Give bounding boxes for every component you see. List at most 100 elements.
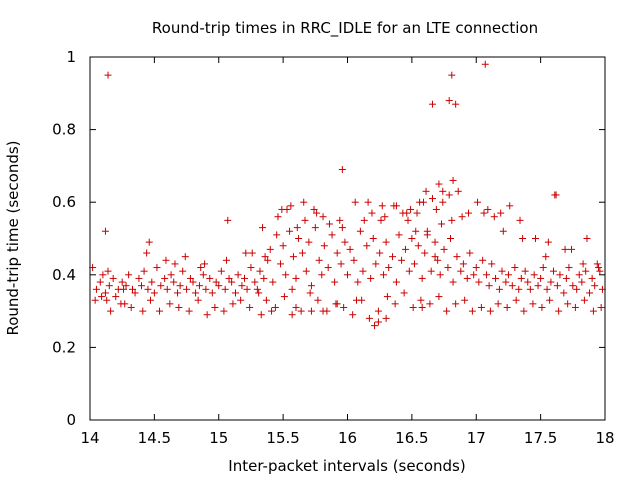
data-point-plus-marker <box>105 282 113 290</box>
data-point-plus-marker <box>369 235 377 242</box>
data-point-plus-marker <box>439 187 447 195</box>
data-point-plus-marker <box>266 245 274 253</box>
data-point-plus-marker <box>553 282 561 290</box>
data-point-plus-marker <box>318 271 326 279</box>
data-point-plus-marker <box>485 282 493 290</box>
data-point-plus-marker <box>121 300 129 308</box>
data-point-plus-marker <box>307 307 315 315</box>
data-point-plus-marker <box>150 289 158 297</box>
data-point-plus-marker <box>221 285 229 293</box>
data-point-plus-marker <box>295 235 303 242</box>
data-point-plus-marker <box>432 205 440 213</box>
data-point-plus-marker <box>170 278 178 286</box>
data-point-plus-marker <box>445 97 453 105</box>
data-point-plus-marker <box>354 278 362 286</box>
data-point-plus-marker <box>418 274 426 282</box>
data-point-plus-marker <box>161 274 169 282</box>
data-point-plus-marker <box>526 285 534 293</box>
data-point-plus-marker <box>588 274 596 282</box>
data-point-plus-marker <box>502 278 510 286</box>
x-axis-tick-label: 18 <box>595 429 614 447</box>
data-point-plus-marker <box>313 209 321 217</box>
data-point-plus-marker <box>428 195 436 203</box>
data-point-plus-marker <box>243 285 251 293</box>
data-point-plus-marker <box>206 274 214 282</box>
data-point-plus-marker <box>350 256 358 264</box>
scatter-points <box>89 60 606 330</box>
data-point-plus-marker <box>534 282 542 290</box>
data-point-plus-marker <box>409 303 417 311</box>
data-point-plus-marker <box>353 296 361 304</box>
data-point-plus-marker <box>530 271 538 279</box>
data-point-plus-marker <box>287 202 295 210</box>
data-point-plus-marker <box>273 231 281 239</box>
data-point-plus-marker <box>516 216 524 224</box>
data-point-plus-marker <box>289 253 297 261</box>
x-axis-ticks: 14 14.5 15 15.5 16 16.5 17 17.5 18 <box>80 57 615 447</box>
data-point-plus-marker <box>264 256 272 264</box>
data-point-plus-marker <box>288 285 296 293</box>
y-axis-tick-label: 0.2 <box>52 338 76 356</box>
data-point-plus-marker <box>374 318 382 326</box>
data-point-plus-marker <box>217 267 225 275</box>
data-point-plus-marker <box>144 285 152 293</box>
data-point-plus-marker <box>282 271 290 279</box>
y-axis-tick-label: 1 <box>66 48 76 66</box>
y-axis-tick-label: 0 <box>66 411 76 429</box>
data-point-plus-marker <box>382 238 390 246</box>
data-point-plus-marker <box>301 216 309 224</box>
data-point-plus-marker <box>338 224 346 232</box>
data-point-plus-marker <box>241 274 248 282</box>
data-point-plus-marker <box>580 296 588 304</box>
data-point-plus-marker <box>497 209 505 217</box>
data-point-plus-marker <box>202 285 210 293</box>
data-point-plus-marker <box>262 296 270 304</box>
x-axis-tick-label: 15 <box>209 429 228 447</box>
data-point-plus-marker <box>440 245 448 253</box>
data-point-plus-marker <box>398 256 406 264</box>
data-point-plus-marker <box>286 227 294 235</box>
data-point-plus-marker <box>103 296 111 304</box>
data-point-plus-marker <box>377 216 385 224</box>
data-point-plus-marker <box>109 274 117 282</box>
data-point-plus-marker <box>101 289 109 297</box>
data-point-plus-marker <box>306 289 314 297</box>
data-point-plus-marker <box>368 209 376 217</box>
y-axis-tick-label: 0.4 <box>52 266 76 284</box>
data-point-plus-marker <box>389 253 397 261</box>
data-point-plus-marker <box>547 278 555 286</box>
data-point-plus-marker <box>229 300 237 308</box>
data-point-plus-marker <box>224 216 232 224</box>
data-point-plus-marker <box>135 274 143 282</box>
data-point-plus-marker <box>417 296 425 304</box>
data-point-plus-marker <box>484 205 492 213</box>
data-point-plus-marker <box>378 202 386 210</box>
data-point-plus-marker <box>333 300 341 308</box>
data-point-plus-marker <box>477 303 485 311</box>
data-point-plus-marker <box>562 274 570 282</box>
data-point-plus-marker <box>457 267 465 275</box>
data-point-plus-marker <box>560 289 568 297</box>
data-point-plus-marker <box>439 198 447 206</box>
data-point-plus-marker <box>279 242 287 250</box>
data-point-plus-marker <box>401 245 409 253</box>
data-point-plus-marker <box>372 260 380 268</box>
data-point-plus-marker <box>302 267 310 275</box>
data-point-plus-marker <box>529 300 537 308</box>
data-point-plus-marker <box>127 303 135 311</box>
data-point-plus-marker <box>365 314 373 322</box>
data-point-plus-marker <box>237 296 245 304</box>
data-point-plus-marker <box>463 274 471 282</box>
data-point-plus-marker <box>537 274 545 282</box>
data-point-plus-marker <box>436 271 444 279</box>
data-point-plus-marker <box>582 267 590 275</box>
data-point-plus-marker <box>480 209 488 217</box>
data-point-plus-marker <box>544 238 552 246</box>
data-point-plus-marker <box>435 180 443 188</box>
data-point-plus-marker <box>208 289 216 297</box>
data-point-plus-marker <box>91 296 99 304</box>
data-point-plus-marker <box>421 249 429 257</box>
data-point-plus-marker <box>118 278 126 286</box>
data-point-plus-marker <box>222 256 230 264</box>
data-point-plus-marker <box>364 198 372 206</box>
